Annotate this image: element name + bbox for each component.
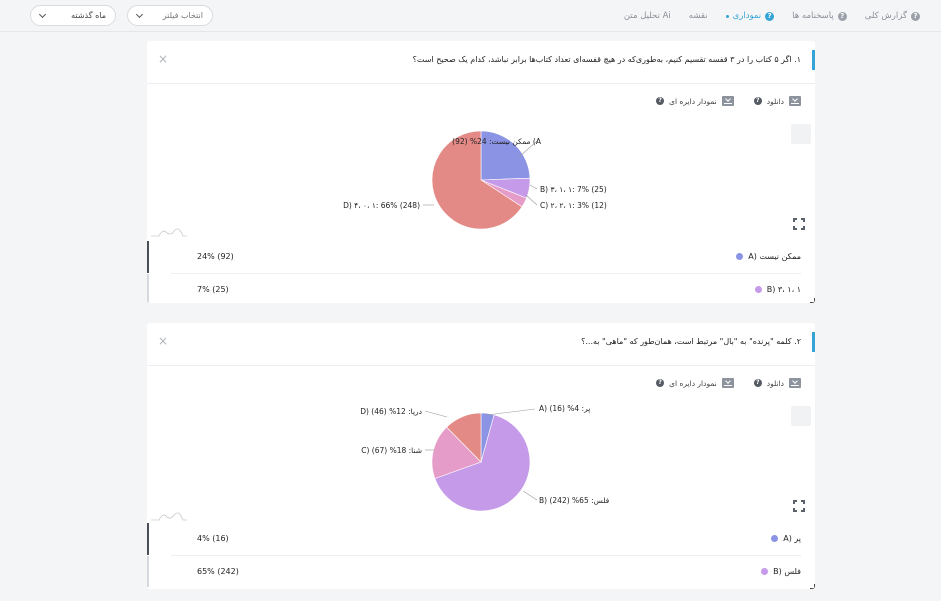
scroll-indicator	[147, 241, 149, 273]
card-accent-bar	[812, 332, 815, 352]
legend-value: 24% (92)	[197, 252, 234, 261]
download-icon	[789, 378, 801, 388]
tab-ai-text-analysis[interactable]: تحلیل متن Ai	[615, 8, 680, 24]
slice-label-d: D) ۴، ۰، ۱: 66% (248)	[343, 201, 420, 210]
scroll-indicator	[147, 274, 149, 303]
legend-dot-icon	[761, 568, 769, 575]
help-icon: ?	[656, 379, 665, 387]
tab-label: پاسخنامه ها	[792, 11, 834, 21]
close-icon[interactable]: ×	[158, 52, 169, 66]
slice-label-a: A) ممکن نیست: 24% (92)	[452, 137, 542, 146]
download-label: دانلود	[766, 378, 784, 388]
download-button[interactable]: دانلود ?	[753, 378, 801, 388]
help-icon: ?	[765, 11, 775, 21]
slice-label-c: C) ۲، ۲، ۱: 3% (12)	[540, 201, 607, 210]
pie-chart-svg: A) ممکن نیست: 24% (92) B) ۳، ۱، ۱: 7% (2…	[343, 130, 607, 230]
slice-label-b: B) فلس: 65% (242)	[539, 496, 610, 505]
legend-value: 65% (242)	[197, 567, 239, 576]
tab-charts[interactable]: ? نموداری	[717, 8, 784, 24]
pie-chart-label: نمودار دایره ای	[669, 96, 717, 106]
active-dot-icon	[725, 14, 729, 18]
tab-label: تحلیل متن Ai	[623, 11, 671, 21]
legend-value: 4% (16)	[197, 534, 229, 543]
legend-dot-icon	[736, 253, 744, 260]
legend-row: B) ۳، ۱، ۱ 7% (25)	[147, 273, 801, 303]
report-tabs: ? گزارش کلی ? پاسخنامه ها ? نموداری نقشه…	[615, 8, 929, 24]
pie-chart-label: نمودار دایره ای	[669, 378, 717, 388]
pie-slice-b[interactable]	[434, 414, 531, 512]
help-icon: ?	[753, 97, 762, 105]
legend-value: 7% (25)	[197, 285, 229, 294]
top-bar: ? گزارش کلی ? پاسخنامه ها ? نموداری نقشه…	[0, 0, 941, 32]
tab-label: نموداری	[732, 11, 762, 21]
tab-map[interactable]: نقشه	[680, 8, 717, 24]
question-text: ۲. کلمه "پرنده" به "بال" مرتبط است، همان…	[581, 337, 801, 346]
download-icon	[721, 378, 734, 388]
close-icon[interactable]: ×	[158, 334, 169, 348]
pie-chart: A) ممکن نیست: 24% (92) B) ۳، ۱، ۱: 7% (2…	[327, 123, 647, 243]
chevron-down-icon	[135, 10, 144, 18]
help-icon: ?	[837, 11, 847, 21]
help-icon: ?	[656, 97, 665, 105]
tab-label: گزارش کلی	[864, 11, 907, 21]
divider	[147, 365, 815, 366]
download-button[interactable]: دانلود ?	[753, 96, 801, 106]
resize-corner	[810, 584, 815, 589]
filter-select[interactable]: انتخاب فیلتر	[127, 5, 213, 26]
help-icon: ?	[753, 379, 762, 387]
scroll-indicator	[147, 523, 149, 555]
legend-row: فلس (B 65% (242)	[147, 555, 801, 587]
resize-corner	[810, 298, 815, 303]
tab-label: نقشه	[688, 11, 708, 21]
legend-row: ممکن نیست (A 24% (92)	[147, 241, 801, 273]
chart-toolbar: دانلود ? نمودار دایره ای ?	[656, 96, 801, 106]
chart-toolbar: دانلود ? نمودار دایره ای ?	[656, 378, 801, 388]
legend-name: B) ۳، ۱، ۱	[766, 285, 801, 294]
pie-slice-a[interactable]	[480, 130, 531, 181]
help-icon: ?	[911, 11, 920, 21]
tab-responses[interactable]: ? پاسخنامه ها	[783, 8, 856, 24]
expand-icon[interactable]	[793, 500, 805, 512]
legend-list: پر (A 4% (16) فلس (B 65% (242)	[147, 523, 815, 587]
wave-icon	[151, 228, 187, 237]
question-text: ۱. اگر ۵ کتاب را در ۳ قفسه تقسیم کنیم، ب…	[412, 55, 801, 64]
chart-options-button[interactable]	[791, 406, 811, 426]
card-accent-bar	[812, 50, 815, 70]
filter-select-label: انتخاب فیلتر	[162, 11, 203, 20]
legend-name: پر (A	[783, 534, 801, 543]
expand-icon[interactable]	[793, 218, 805, 230]
pie-chart-button[interactable]: نمودار دایره ای ?	[656, 378, 734, 388]
legend-dot-icon	[771, 535, 779, 542]
wave-icon	[151, 512, 187, 521]
slice-label-d: D) دریا: 12% (46)	[360, 407, 422, 416]
download-icon	[789, 96, 801, 106]
scroll-indicator	[147, 556, 149, 587]
pie-chart-button[interactable]: نمودار دایره ای ?	[656, 96, 734, 106]
pie-slice-d[interactable]	[446, 412, 482, 463]
divider	[147, 83, 815, 84]
legend-name: فلس (B	[773, 567, 801, 576]
pie-slice-d[interactable]	[431, 130, 523, 230]
chevron-down-icon	[38, 10, 47, 18]
pie-chart-svg: A) پر: 4% (16) B) فلس: 65% (242) C) شنا:…	[360, 404, 610, 512]
legend-name: ممکن نیست (A	[748, 252, 801, 261]
tab-overall-report[interactable]: ? گزارش کلی	[856, 8, 929, 24]
legend-list: ممکن نیست (A 24% (92) B) ۳، ۱، ۱ 7% (25)	[147, 241, 815, 303]
period-select[interactable]: ماه گذشته	[30, 5, 116, 26]
slice-label-a: A) پر: 4% (16)	[539, 405, 590, 413]
slice-label-c: C) شنا: 18% (67)	[361, 446, 422, 455]
pie-chart: A) پر: 4% (16) B) فلس: 65% (242) C) شنا:…	[327, 404, 647, 525]
pie-slice-c[interactable]	[431, 426, 482, 479]
chart-options-button[interactable]	[791, 124, 811, 144]
legend-dot-icon	[754, 286, 762, 293]
legend-row: پر (A 4% (16)	[147, 523, 801, 555]
question-card: ۲. کلمه "پرنده" به "بال" مرتبط است، همان…	[147, 323, 815, 589]
download-label: دانلود	[766, 96, 784, 106]
download-icon	[721, 96, 734, 106]
slice-label-b: B) ۳، ۱، ۱: 7% (25)	[540, 185, 607, 194]
question-card: ۱. اگر ۵ کتاب را در ۳ قفسه تقسیم کنیم، ب…	[147, 41, 815, 303]
period-select-value: ماه گذشته	[71, 11, 106, 20]
